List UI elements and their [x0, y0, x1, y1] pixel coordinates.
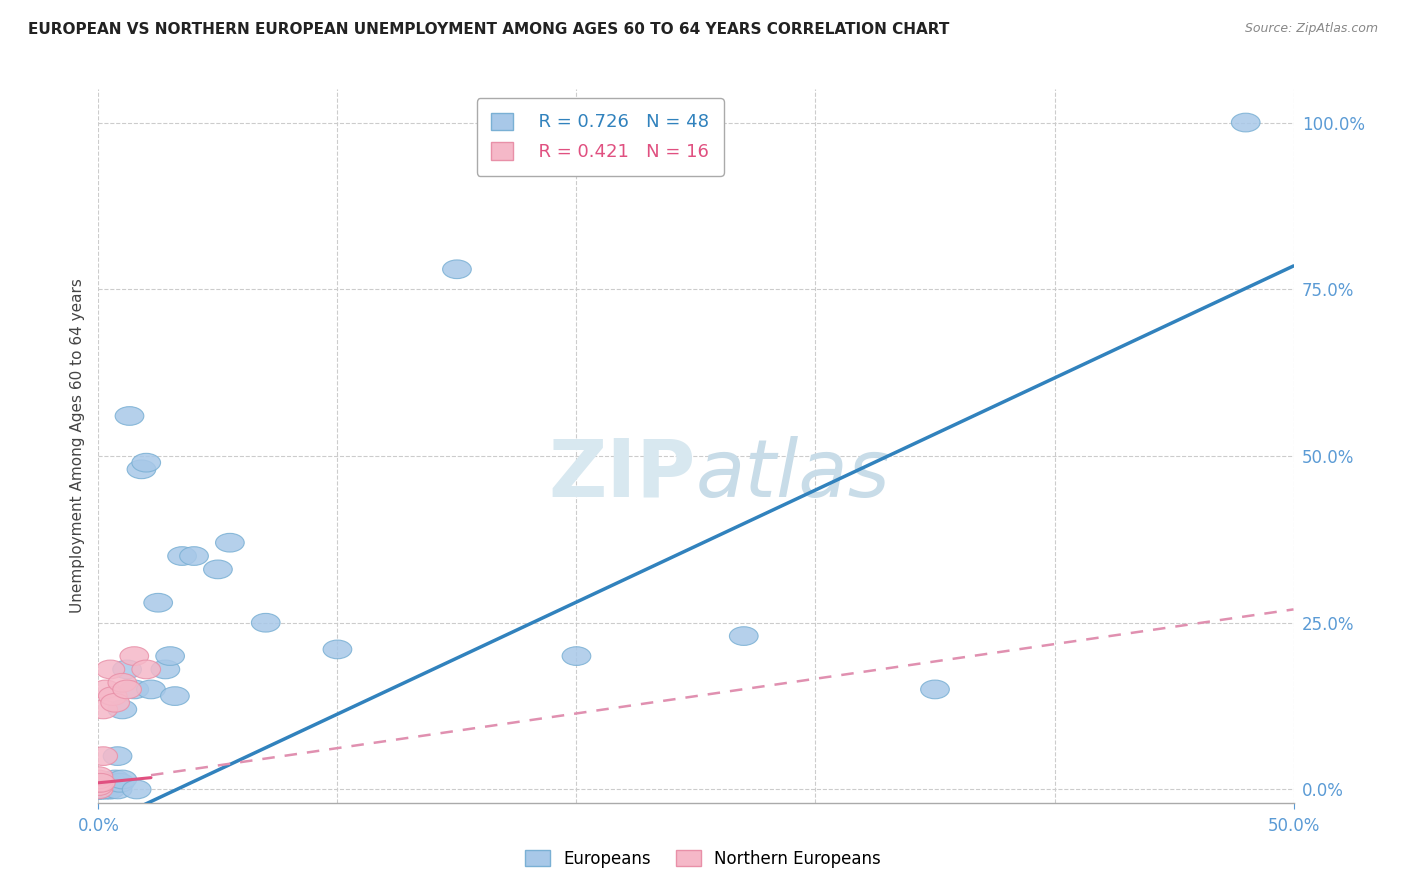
- Ellipse shape: [87, 773, 115, 792]
- Ellipse shape: [87, 777, 115, 796]
- Text: Source: ZipAtlas.com: Source: ZipAtlas.com: [1244, 22, 1378, 36]
- Ellipse shape: [204, 560, 232, 579]
- Ellipse shape: [84, 767, 112, 786]
- Legend: Europeans, Northern Europeans: Europeans, Northern Europeans: [519, 844, 887, 875]
- Ellipse shape: [103, 780, 132, 799]
- Ellipse shape: [143, 593, 173, 612]
- Ellipse shape: [84, 780, 112, 799]
- Ellipse shape: [84, 773, 112, 792]
- Ellipse shape: [108, 770, 136, 789]
- Ellipse shape: [84, 780, 112, 799]
- Ellipse shape: [98, 773, 127, 792]
- Ellipse shape: [730, 627, 758, 646]
- Ellipse shape: [98, 687, 127, 706]
- Ellipse shape: [562, 647, 591, 665]
- Ellipse shape: [89, 747, 118, 765]
- Ellipse shape: [105, 773, 135, 792]
- Ellipse shape: [108, 673, 136, 692]
- Text: atlas: atlas: [696, 435, 891, 514]
- Legend:   R = 0.726   N = 48,   R = 0.421   N = 16: R = 0.726 N = 48, R = 0.421 N = 16: [477, 98, 724, 176]
- Ellipse shape: [96, 775, 125, 794]
- Ellipse shape: [136, 680, 166, 698]
- Ellipse shape: [87, 780, 115, 799]
- Ellipse shape: [132, 453, 160, 472]
- Ellipse shape: [167, 547, 197, 566]
- Ellipse shape: [87, 780, 115, 799]
- Ellipse shape: [115, 407, 143, 425]
- Ellipse shape: [156, 647, 184, 665]
- Ellipse shape: [132, 660, 160, 679]
- Ellipse shape: [91, 775, 120, 794]
- Text: EUROPEAN VS NORTHERN EUROPEAN UNEMPLOYMENT AMONG AGES 60 TO 64 YEARS CORRELATION: EUROPEAN VS NORTHERN EUROPEAN UNEMPLOYME…: [28, 22, 949, 37]
- Ellipse shape: [84, 780, 112, 799]
- Ellipse shape: [120, 647, 149, 665]
- Ellipse shape: [84, 780, 112, 799]
- Ellipse shape: [112, 680, 142, 698]
- Ellipse shape: [921, 680, 949, 698]
- Ellipse shape: [108, 700, 136, 719]
- Ellipse shape: [323, 640, 352, 659]
- Ellipse shape: [89, 779, 118, 797]
- Ellipse shape: [101, 770, 129, 789]
- Ellipse shape: [180, 547, 208, 566]
- Ellipse shape: [89, 700, 118, 719]
- Ellipse shape: [84, 770, 112, 789]
- Y-axis label: Unemployment Among Ages 60 to 64 years: Unemployment Among Ages 60 to 64 years: [69, 278, 84, 614]
- Ellipse shape: [252, 614, 280, 632]
- Ellipse shape: [101, 693, 129, 712]
- Ellipse shape: [96, 660, 125, 679]
- Ellipse shape: [84, 780, 112, 799]
- Ellipse shape: [94, 773, 122, 792]
- Ellipse shape: [91, 780, 120, 799]
- Ellipse shape: [96, 780, 125, 799]
- Ellipse shape: [91, 680, 120, 698]
- Ellipse shape: [84, 777, 112, 796]
- Ellipse shape: [96, 780, 125, 799]
- Ellipse shape: [215, 533, 245, 552]
- Ellipse shape: [120, 680, 149, 698]
- Ellipse shape: [150, 660, 180, 679]
- Text: ZIP: ZIP: [548, 435, 696, 514]
- Ellipse shape: [84, 778, 112, 797]
- Ellipse shape: [91, 780, 120, 799]
- Ellipse shape: [160, 687, 190, 706]
- Ellipse shape: [127, 460, 156, 479]
- Ellipse shape: [94, 777, 122, 796]
- Ellipse shape: [89, 780, 118, 799]
- Ellipse shape: [84, 780, 112, 799]
- Ellipse shape: [122, 780, 150, 799]
- Ellipse shape: [1232, 113, 1260, 132]
- Ellipse shape: [103, 747, 132, 765]
- Ellipse shape: [112, 660, 142, 679]
- Ellipse shape: [443, 260, 471, 278]
